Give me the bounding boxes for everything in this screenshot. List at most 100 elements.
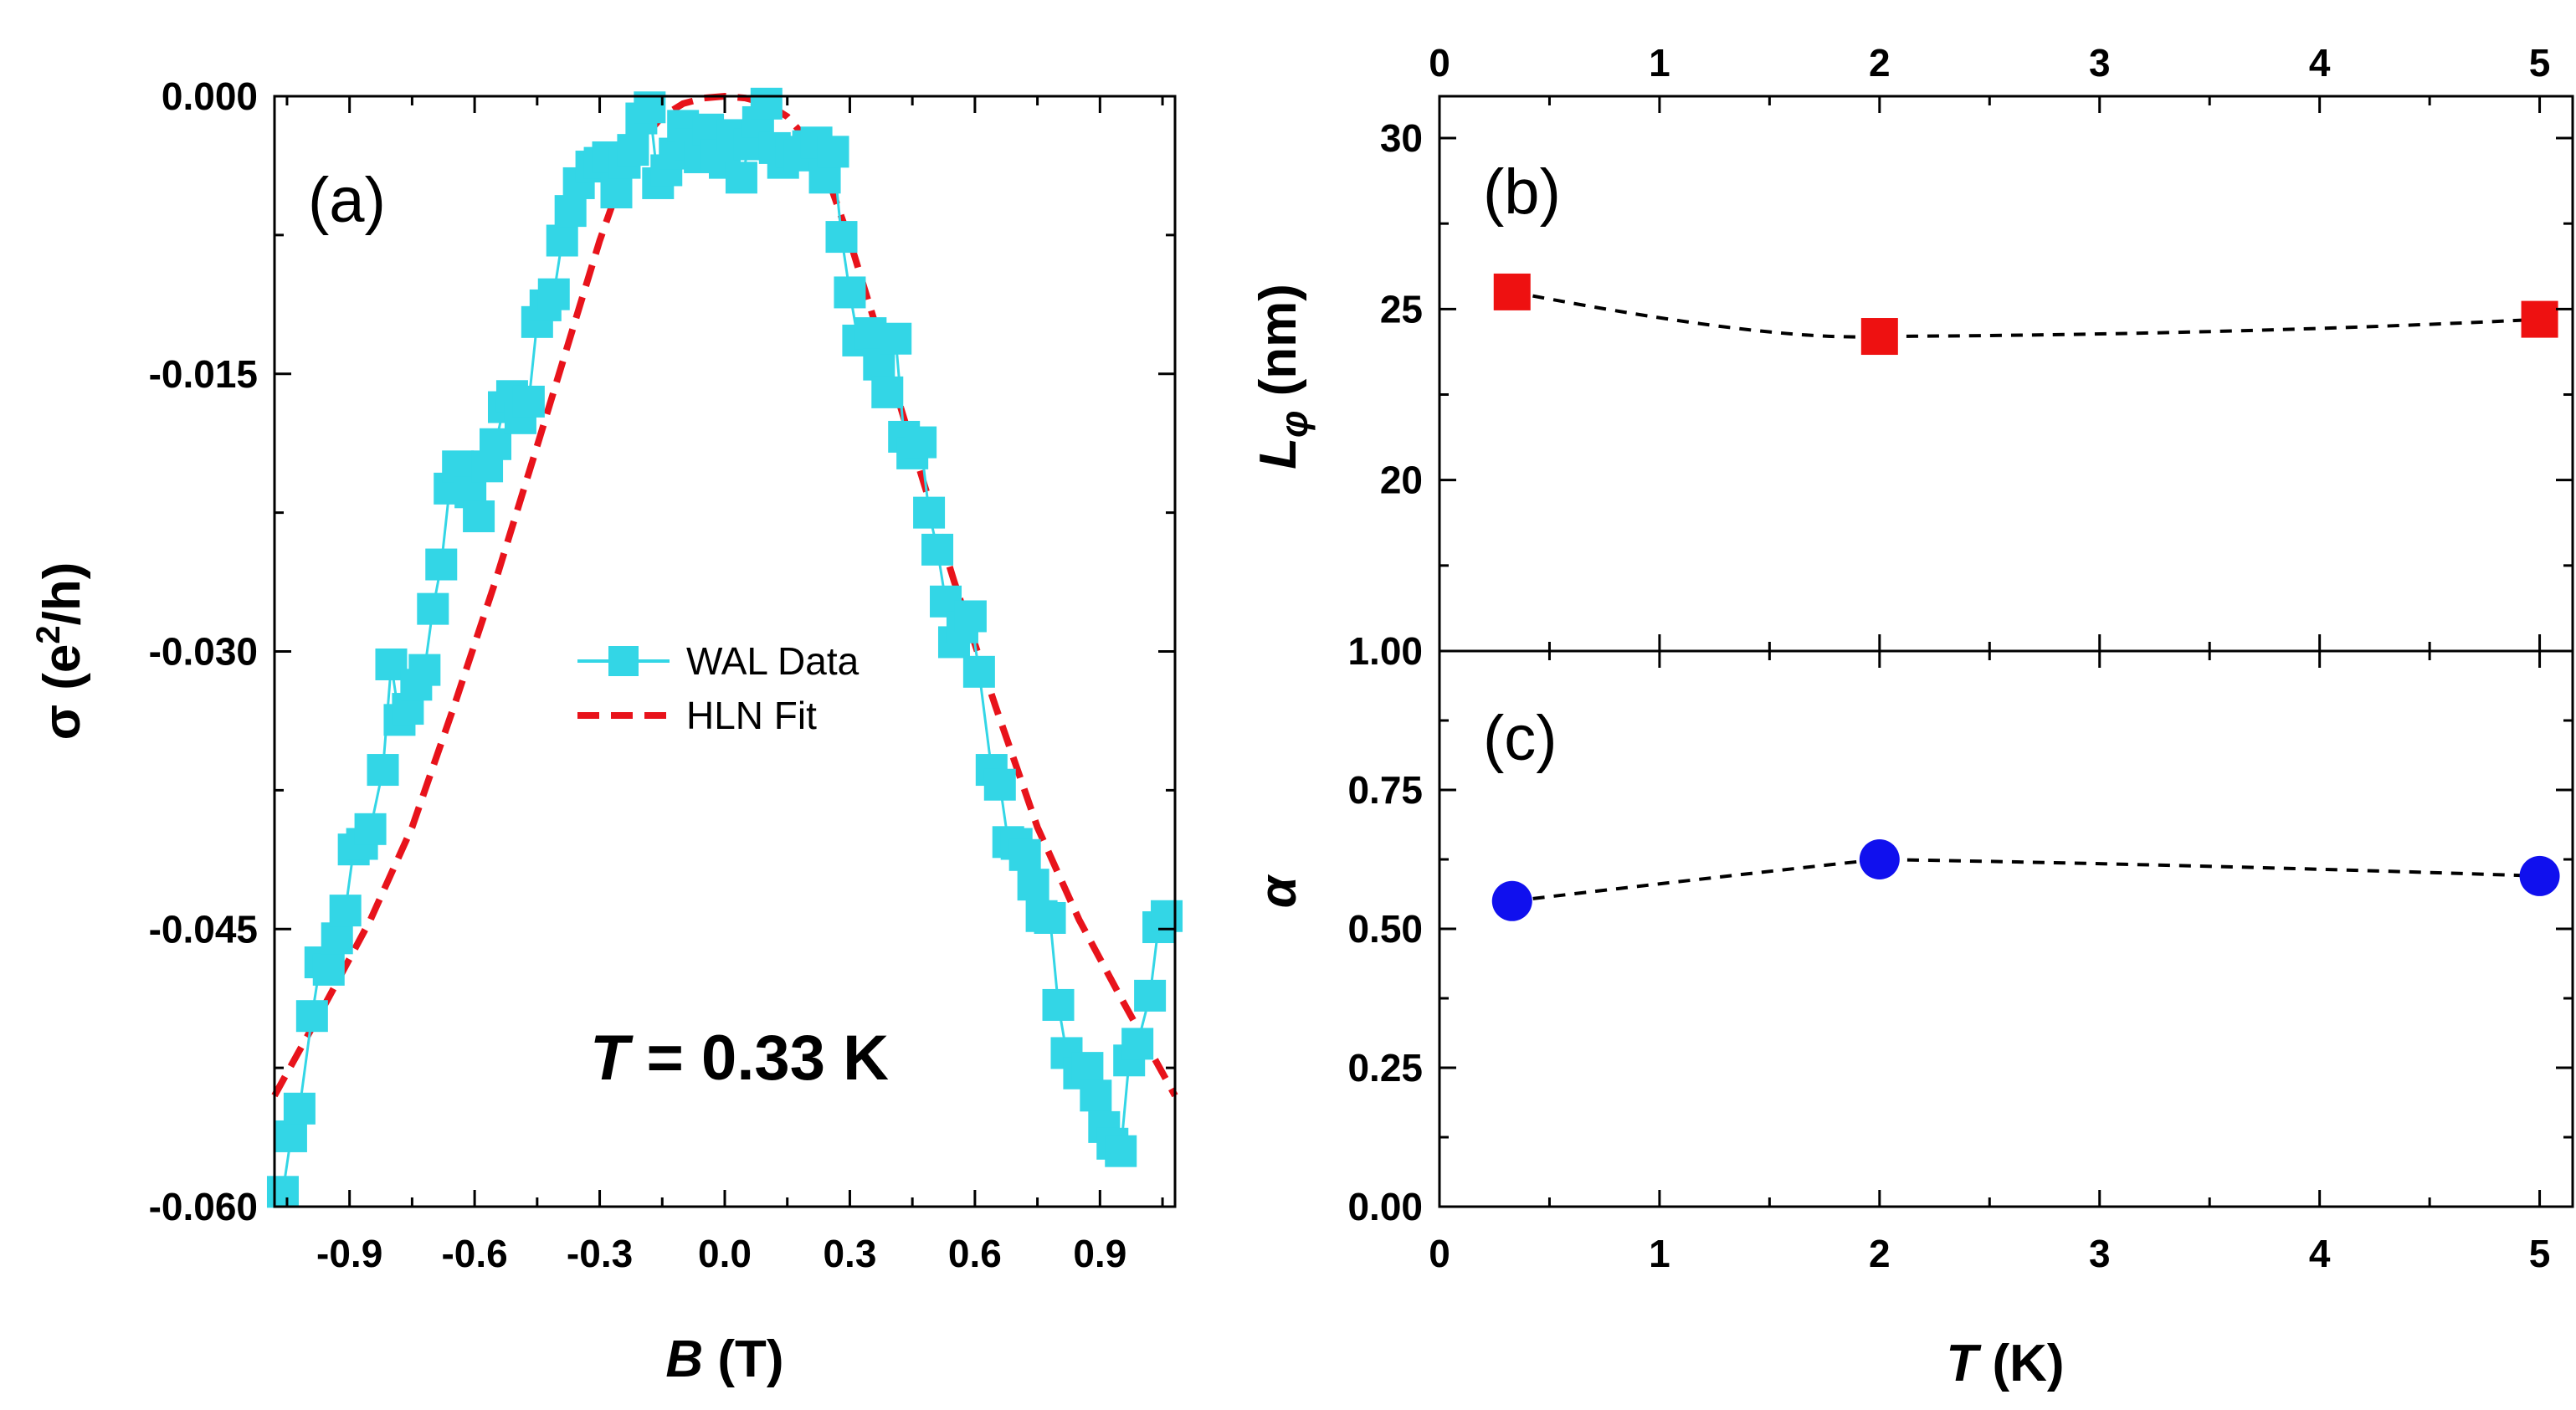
wal-data-point bbox=[1105, 1135, 1137, 1167]
c-y-tick-label: 0.75 bbox=[1347, 768, 1423, 812]
wal-data-point bbox=[834, 276, 866, 309]
wal-data-point bbox=[321, 922, 353, 955]
c-x-tick-label: 5 bbox=[2529, 1232, 2551, 1275]
annotation-var: T bbox=[590, 1023, 634, 1094]
a-x-tick-label: 0.6 bbox=[948, 1232, 1002, 1275]
panel-c-alpha: 0 1 2 3 4 5 0.00 0.25 0.50 0.75 (c) α T (K) bbox=[1250, 649, 2574, 1392]
wal-data-point bbox=[1121, 1028, 1154, 1060]
wal-data-point bbox=[1034, 901, 1066, 934]
wal-data-point bbox=[617, 134, 649, 167]
legend-wal-label: WAL Data bbox=[686, 639, 860, 683]
wal-data-point bbox=[905, 426, 937, 459]
legend-wal-marker bbox=[608, 646, 639, 676]
wal-data-point bbox=[1017, 869, 1049, 901]
b-title-var: L bbox=[1250, 438, 1307, 469]
b-fit-layer bbox=[1511, 290, 2540, 339]
b-data-point bbox=[1493, 273, 1531, 310]
a-fit-layer bbox=[271, 92, 1178, 1098]
wal-data-point bbox=[1080, 1079, 1112, 1112]
b-data-point bbox=[1860, 318, 1898, 356]
b-title-unit: (nm) bbox=[1250, 284, 1307, 411]
a-x-tick-label: -0.6 bbox=[441, 1232, 507, 1275]
c-x-tick-label: 2 bbox=[1869, 1232, 1891, 1275]
wal-data-point bbox=[312, 953, 345, 986]
a-y-tick-label: -0.030 bbox=[149, 630, 258, 674]
panel-c-x-axis-title: T (K) bbox=[1946, 1335, 2064, 1392]
panel-a-label: (a) bbox=[308, 165, 386, 236]
wal-data-point bbox=[329, 895, 362, 927]
b-top-x-tick-label: 0 bbox=[1429, 41, 1450, 85]
c-fit-layer bbox=[1511, 857, 2540, 903]
hln-fit-line bbox=[271, 92, 1178, 1098]
wal-data-point bbox=[266, 1176, 299, 1208]
panel-a-x-axis-title: B (T) bbox=[665, 1331, 783, 1388]
wal-data-point bbox=[1042, 988, 1075, 1021]
panel-a-temperature-annotation: T = 0.33 K bbox=[590, 1023, 889, 1094]
legend-hln-label: HLN Fit bbox=[686, 694, 817, 737]
a-x-tick-label: -0.3 bbox=[567, 1232, 633, 1275]
c-data-point bbox=[2519, 855, 2560, 896]
b-top-x-tick-label: 3 bbox=[2089, 41, 2111, 85]
c-x-tick-label: 0 bbox=[1429, 1232, 1450, 1275]
wal-data-point bbox=[817, 136, 849, 168]
y-title-sym: σ (e bbox=[33, 644, 91, 741]
c-y-tick-label: 0.00 bbox=[1347, 1185, 1423, 1228]
wal-data-point bbox=[408, 654, 441, 686]
b-data-point bbox=[2521, 300, 2558, 338]
wal-data-point bbox=[962, 655, 995, 688]
panel-a-y-axis-title: σ (e2/h) bbox=[30, 562, 91, 741]
x-title-unit: (T) bbox=[703, 1331, 783, 1388]
b-ticks: 0 1 2 3 4 5 20 25 30 1.00 bbox=[1347, 41, 2573, 673]
a-y-tick-label: -0.045 bbox=[149, 907, 258, 951]
a-ticks: -0.9 -0.6 -0.3 0.0 0.3 0.6 0.9 0.000 -0.015 -0.03… bbox=[149, 74, 1175, 1275]
panel-c-frame bbox=[1438, 649, 2574, 1208]
wal-data-point bbox=[1151, 900, 1183, 932]
a-y-tick-label: -0.015 bbox=[149, 352, 258, 396]
wal-data-point bbox=[417, 592, 449, 625]
wal-data-point bbox=[913, 496, 946, 529]
a-x-tick-label: -0.9 bbox=[316, 1232, 382, 1275]
c-ticks: 0 1 2 3 4 5 0.00 0.25 0.50 0.75 bbox=[1347, 651, 2573, 1275]
a-x-tick-label: 0.0 bbox=[698, 1232, 752, 1275]
b-y-tick-label: 20 bbox=[1380, 459, 1423, 502]
wal-data-point bbox=[725, 162, 757, 194]
c-fit-line bbox=[1511, 857, 2540, 903]
wal-data-point bbox=[546, 224, 578, 257]
wal-data-point bbox=[367, 754, 399, 787]
wal-data-point bbox=[554, 195, 587, 228]
a-x-tick-label: 0.9 bbox=[1073, 1232, 1126, 1275]
panel-b-frame bbox=[1438, 95, 2574, 653]
c-title-unit: (K) bbox=[1978, 1335, 2064, 1392]
c-data-point bbox=[1859, 839, 1900, 879]
c-data-point bbox=[1491, 880, 1532, 921]
wal-data-point bbox=[425, 548, 458, 581]
x-title-var: B bbox=[665, 1331, 703, 1388]
wal-data-point bbox=[1071, 1052, 1104, 1084]
wal-data-point bbox=[512, 385, 545, 418]
wal-data-point bbox=[283, 1092, 316, 1125]
wal-data-point bbox=[825, 221, 858, 254]
a-x-tick-label: 0.3 bbox=[823, 1232, 876, 1275]
wal-data-point bbox=[921, 533, 954, 566]
wal-data-point bbox=[600, 177, 633, 209]
panel-a-legend: WAL Data HLN Fit bbox=[577, 639, 860, 737]
wal-data-point bbox=[983, 768, 1016, 801]
panel-b-dephasing-length: 0 1 2 3 4 5 20 25 30 1.00 (b) Lφ (nm) bbox=[1250, 41, 2574, 673]
wal-data-point bbox=[880, 322, 912, 355]
b-top-x-tick-label: 5 bbox=[2529, 41, 2551, 85]
wal-data-point bbox=[750, 87, 783, 120]
c-data-layer bbox=[1491, 839, 2560, 921]
b-title-sub: φ bbox=[1272, 411, 1316, 438]
wal-data-point bbox=[354, 813, 387, 845]
b-data-layer bbox=[1493, 273, 2558, 356]
panel-c-label: (c) bbox=[1483, 703, 1557, 774]
b-fit-line bbox=[1511, 290, 2540, 339]
a-data-layer bbox=[266, 87, 1183, 1208]
wal-data-point bbox=[1134, 979, 1167, 1012]
wal-data-point bbox=[295, 1000, 328, 1033]
c-title-var: T bbox=[1946, 1335, 1982, 1392]
wal-data-point bbox=[954, 600, 987, 633]
wal-data-point bbox=[537, 278, 570, 310]
c-y-tick-label: 0.25 bbox=[1347, 1046, 1423, 1090]
